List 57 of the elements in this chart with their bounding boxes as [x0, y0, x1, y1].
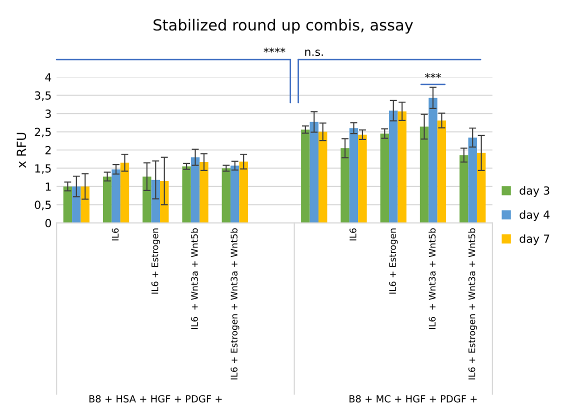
legend-label: day 3 [520, 186, 550, 197]
x-tick-label: IL6 [112, 228, 119, 240]
bar [310, 122, 318, 223]
x-tick-label: IL6 + Wnt3a + Wnt5b [428, 228, 436, 329]
bar [460, 155, 468, 223]
x-tick-label: IL6 + Estrogen + Wnt3a + Wnt5b [230, 228, 240, 380]
bar [222, 168, 231, 223]
bar [468, 138, 477, 223]
bar [102, 176, 112, 223]
bar [120, 162, 130, 223]
bar [190, 157, 200, 223]
bar [230, 166, 240, 223]
bar [340, 148, 350, 223]
bar [200, 162, 208, 223]
annotation: *** [424, 73, 441, 78]
text: B8 + MC + HGF + PDGF + [350, 395, 477, 402]
x-tick-label: IL6 [350, 228, 356, 240]
x-tick-label: IL6 + Estrogen [389, 228, 398, 294]
bar [72, 186, 81, 223]
bar [318, 132, 328, 223]
legend-label: day 4 [520, 210, 550, 221]
y-tick-label: 4 [45, 73, 52, 82]
bar [398, 111, 406, 223]
bar [389, 110, 398, 223]
bar [358, 134, 367, 223]
bar [63, 186, 72, 223]
bar [349, 128, 358, 223]
chart-title: Stabilized round up combis, assay [154, 18, 413, 34]
text: B8 + HSA + HGF + PDGF + [89, 395, 222, 402]
x-tick-label: IL6 + Wnt3a + Wnt5b [190, 228, 198, 329]
bar [239, 162, 248, 223]
bar [160, 180, 169, 223]
bar [437, 120, 446, 223]
bar [112, 169, 120, 223]
text: n.s. [305, 50, 323, 56]
y-tick-label: 2 [45, 146, 51, 154]
y-tick-label: 2,5 [34, 128, 51, 138]
bar [420, 126, 429, 223]
legend-label: day 7 [520, 234, 550, 246]
bar [182, 166, 191, 223]
bar [428, 98, 438, 223]
x-tick-label: IL6 + Estrogen + Wnt3a + Wnt5b [468, 228, 477, 380]
y-tick-label: 1 [46, 182, 51, 191]
y-tick-label: 3 [46, 110, 51, 118]
bar [142, 176, 152, 223]
y-tick-label: 3,5 [34, 91, 51, 101]
text: **** [264, 48, 286, 53]
y-tick-label: 0,5 [34, 200, 51, 210]
bar [380, 134, 390, 223]
y-axis-title: x RFU [16, 132, 26, 168]
y-tick-label: 0 [45, 218, 51, 228]
y-tick-label: 1,5 [35, 164, 51, 174]
bar [151, 180, 160, 223]
x-tick-label: IL6 + Estrogen [151, 228, 160, 294]
bar [476, 152, 486, 223]
bar [80, 186, 90, 223]
bar [301, 130, 310, 223]
